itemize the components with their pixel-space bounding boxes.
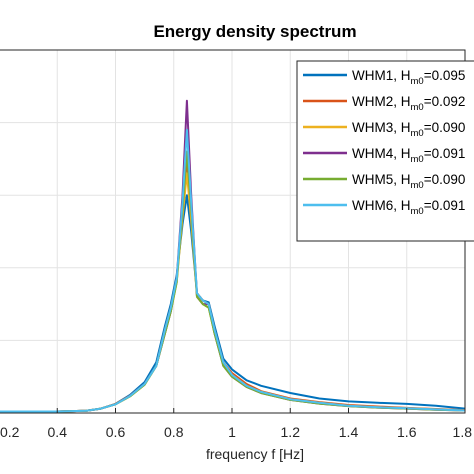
x-tick-label-8: 1.8 [453, 424, 473, 440]
series-line-whm6 [0, 128, 466, 413]
x-tick-label-1: 0.4 [48, 424, 68, 440]
legend: WHM1, Hm0=0.095 WHM2, Hm0=0.092 WHM3, Hm0=… [296, 60, 474, 242]
legend-entry-whm2: WHM2, Hm0=0.092 [352, 94, 465, 113]
x-axis-label: frequency f [Hz] [206, 446, 304, 462]
x-tick-labels: 0.2 0.4 0.6 0.8 1 1.2 1.4 1.6 1.8 [0, 408, 472, 440]
legend-entry-whm3: WHM3, Hm0=0.090 [352, 120, 465, 139]
chart-title: Energy density spectrum [153, 22, 356, 41]
series-lines [0, 99, 466, 413]
x-tick-label-3: 0.8 [164, 424, 184, 440]
x-tick-label-2: 0.6 [106, 424, 126, 440]
legend-entry-whm4: WHM4, Hm0=0.091 [352, 146, 465, 165]
legend-entry-whm1: WHM1, Hm0=0.095 [352, 68, 465, 87]
x-tick-label-6: 1.4 [339, 424, 359, 440]
x-tick-label-7: 1.6 [397, 424, 417, 440]
x-tick-label-5: 1.2 [281, 424, 301, 440]
legend-entry-whm5: WHM5, Hm0=0.090 [352, 172, 465, 191]
legend-box [296, 60, 474, 242]
x-tick-label-4: 1 [228, 424, 236, 440]
x-tick-label-0: 0.2 [0, 424, 20, 440]
legend-entry-whm6: WHM6, Hm0=0.091 [352, 198, 465, 217]
